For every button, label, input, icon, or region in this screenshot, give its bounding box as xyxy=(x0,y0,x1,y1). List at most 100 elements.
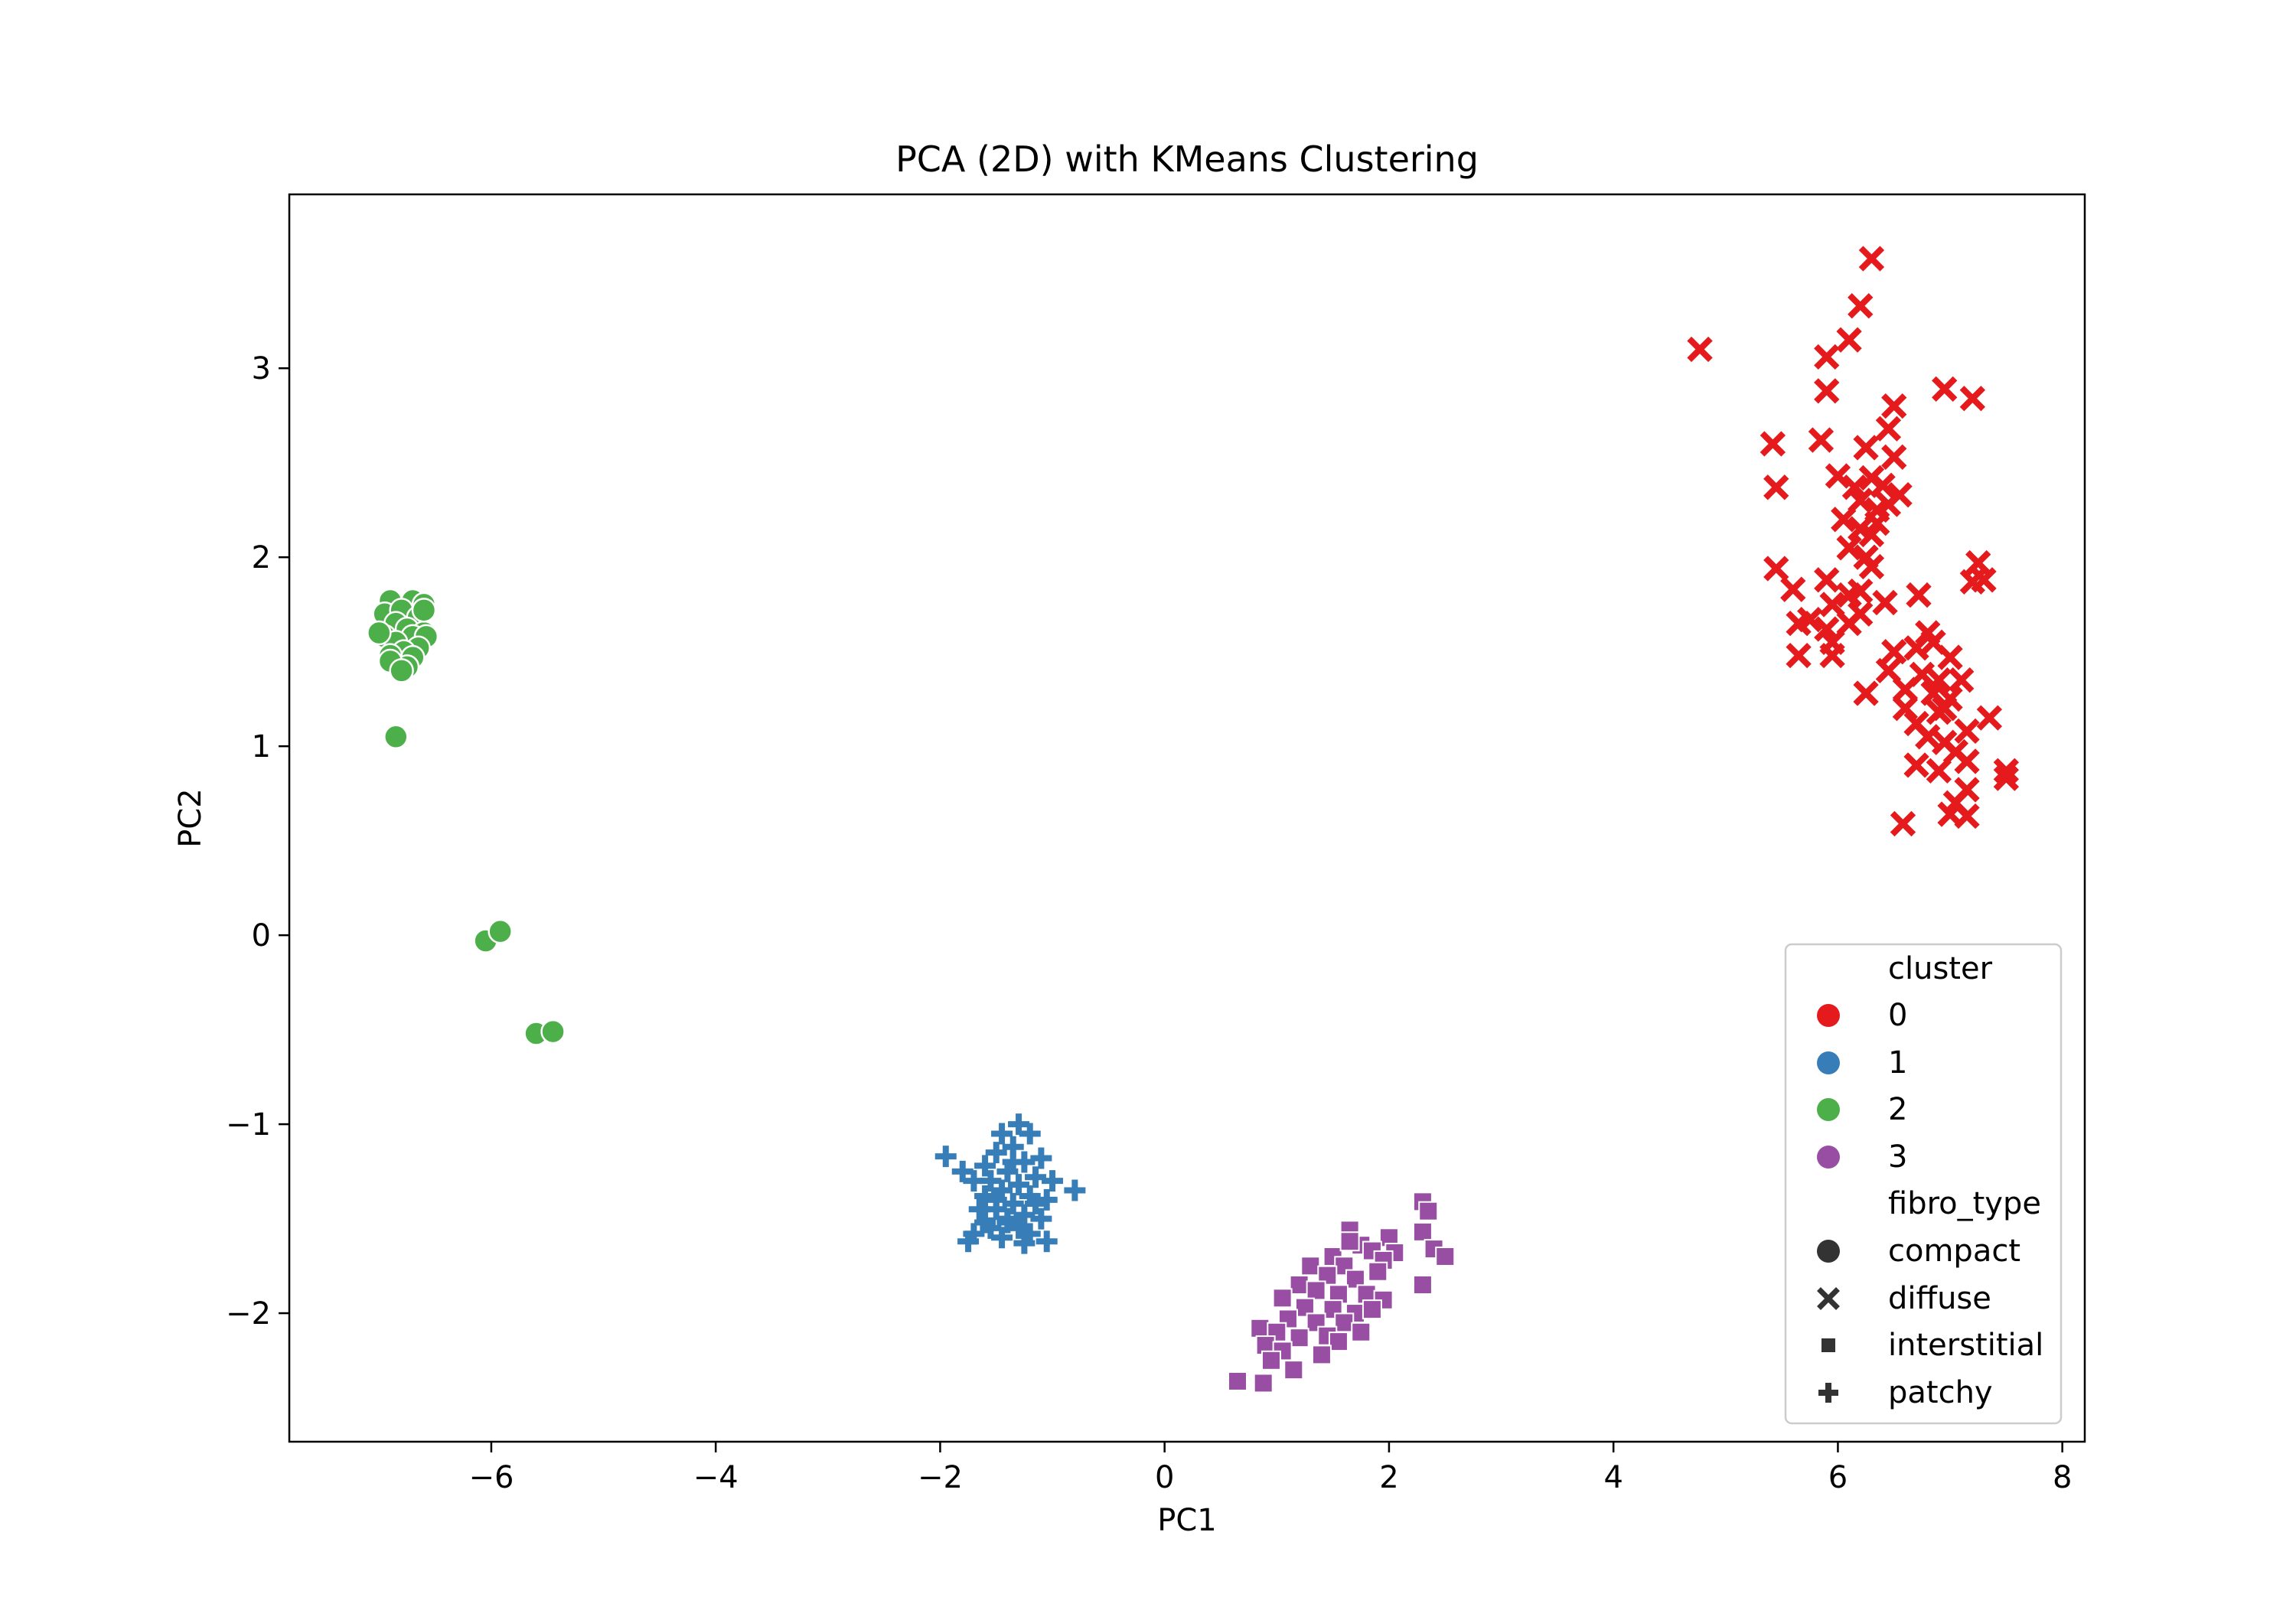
data-point-cluster-0 xyxy=(1819,642,1845,669)
legend-label-cluster-0: 0 xyxy=(1888,998,1907,1033)
data-point-cluster-0 xyxy=(1836,327,1862,353)
legend-marker-cluster-1 xyxy=(1817,1051,1840,1074)
data-point-cluster-3 xyxy=(1306,1280,1326,1301)
data-point-cluster-0 xyxy=(1881,393,1907,419)
data-point-cluster-0 xyxy=(1848,293,1874,319)
data-point-cluster-1 xyxy=(1002,1192,1024,1214)
data-point-cluster-1 xyxy=(1035,1188,1058,1211)
data-point-cluster-3 xyxy=(1351,1322,1371,1342)
x-tick-label: −2 xyxy=(918,1460,963,1495)
data-point-cluster-0 xyxy=(1875,416,1902,442)
data-point-cluster-1 xyxy=(1013,1232,1035,1254)
data-point-cluster-0 xyxy=(1848,578,1874,605)
data-point-cluster-1 xyxy=(991,1227,1013,1249)
data-point-cluster-0 xyxy=(1971,567,1997,593)
x-tick-label: −6 xyxy=(468,1460,514,1495)
data-point-cluster-3 xyxy=(1412,1275,1433,1296)
data-point-cluster-1 xyxy=(1013,1204,1035,1226)
data-point-cluster-3 xyxy=(1334,1312,1355,1333)
data-point-cluster-1 xyxy=(1008,1174,1030,1196)
data-point-cluster-1 xyxy=(1025,1192,1047,1214)
data-point-cluster-0 xyxy=(1993,765,2020,791)
series-cluster-1 xyxy=(934,1113,1086,1254)
data-point-cluster-0 xyxy=(1780,576,1806,602)
legend-label-cluster-3: 3 xyxy=(1888,1139,1907,1175)
data-point-cluster-0 xyxy=(1814,344,1840,370)
data-point-cluster-3 xyxy=(1300,1256,1321,1276)
data-point-cluster-0 xyxy=(1870,472,1896,498)
chart-title: PCA (2D) with KMeans Clustering xyxy=(895,139,1479,180)
data-point-cluster-0 xyxy=(1786,642,1812,669)
data-point-cluster-0 xyxy=(1915,724,1941,750)
data-point-cluster-0 xyxy=(1976,705,2003,731)
data-point-cluster-0 xyxy=(1949,667,1975,693)
data-points xyxy=(367,246,2020,1393)
data-point-cluster-3 xyxy=(1339,1231,1360,1252)
data-point-cluster-3 xyxy=(1311,1345,1332,1365)
data-point-cluster-0 xyxy=(1959,386,1986,412)
data-point-cluster-3 xyxy=(1227,1371,1247,1391)
data-point-cluster-0 xyxy=(1864,510,1890,536)
data-point-cluster-1 xyxy=(1008,1113,1030,1136)
data-point-cluster-0 xyxy=(1814,378,1840,404)
data-point-cluster-0 xyxy=(1926,758,1952,784)
data-point-cluster-0 xyxy=(1858,521,1885,548)
data-point-cluster-2 xyxy=(411,598,437,623)
y-tick-label: 0 xyxy=(252,918,271,953)
y-axis-ticks: −2 −1 0 1 2 3 xyxy=(226,351,289,1332)
data-point-cluster-2 xyxy=(488,918,513,944)
data-point-cluster-0 xyxy=(1814,567,1840,593)
data-point-cluster-0 xyxy=(1808,427,1835,453)
legend-frame xyxy=(1784,943,2063,1425)
data-point-cluster-0 xyxy=(1858,246,1885,272)
data-point-cluster-0 xyxy=(1875,491,1902,517)
data-point-cluster-2 xyxy=(383,724,409,750)
data-point-cluster-1 xyxy=(968,1198,990,1221)
legend-label-cluster-1: 1 xyxy=(1888,1045,1907,1081)
legend-hue-title: cluster xyxy=(1888,951,1993,986)
series-cluster-2 xyxy=(367,588,566,1046)
legend-style-title: fibro_type xyxy=(1888,1186,2041,1221)
legend-label-interstitial: interstitial xyxy=(1888,1328,2043,1363)
data-point-cluster-1 xyxy=(1019,1123,1041,1145)
data-point-cluster-0 xyxy=(1926,699,1952,725)
data-point-cluster-0 xyxy=(1875,657,1902,684)
legend-marker-interstitial xyxy=(1821,1338,1835,1352)
data-point-cluster-0 xyxy=(1797,607,1823,633)
data-point-cluster-0 xyxy=(1848,516,1874,542)
data-point-cluster-3 xyxy=(1253,1373,1274,1393)
data-point-cluster-3 xyxy=(1289,1275,1309,1296)
data-point-cluster-3 xyxy=(1345,1269,1365,1289)
data-point-cluster-3 xyxy=(1289,1328,1309,1348)
data-point-cluster-0 xyxy=(1763,474,1789,500)
data-point-cluster-0 xyxy=(1763,556,1789,582)
data-point-cluster-3 xyxy=(1362,1299,1382,1320)
legend-label-diffuse: diffuse xyxy=(1888,1281,1991,1316)
data-point-cluster-1 xyxy=(1064,1179,1086,1201)
legend-label-compact: compact xyxy=(1888,1234,2020,1269)
legend: cluster 0 1 2 3 fibro_type compact diffu… xyxy=(1784,943,2063,1425)
data-point-cluster-3 xyxy=(1272,1288,1293,1309)
data-point-cluster-3 xyxy=(1368,1261,1388,1282)
x-axis-ticks: −6 −4 −2 0 2 4 6 8 xyxy=(468,1442,2072,1495)
data-point-cluster-0 xyxy=(1915,620,1941,646)
data-point-cluster-2 xyxy=(389,658,414,683)
data-point-cluster-0 xyxy=(1954,803,1980,830)
data-point-cluster-3 xyxy=(1250,1318,1270,1338)
legend-label-patchy: patchy xyxy=(1888,1375,1993,1410)
legend-marker-patchy xyxy=(1818,1383,1838,1403)
data-point-cluster-0 xyxy=(1853,435,1879,461)
x-tick-label: 2 xyxy=(1379,1460,1398,1495)
x-tick-label: 4 xyxy=(1603,1460,1623,1495)
data-point-cluster-0 xyxy=(1932,376,1958,403)
data-point-cluster-1 xyxy=(974,1155,996,1177)
data-point-cluster-1 xyxy=(974,1185,996,1207)
data-point-cluster-2 xyxy=(367,620,392,646)
x-tick-label: −4 xyxy=(693,1460,739,1495)
data-point-cluster-0 xyxy=(1890,810,1916,837)
data-point-cluster-1 xyxy=(985,1188,1007,1211)
data-point-cluster-0 xyxy=(1760,431,1786,457)
data-point-cluster-0 xyxy=(1881,639,1907,665)
data-point-cluster-1 xyxy=(1042,1170,1064,1192)
